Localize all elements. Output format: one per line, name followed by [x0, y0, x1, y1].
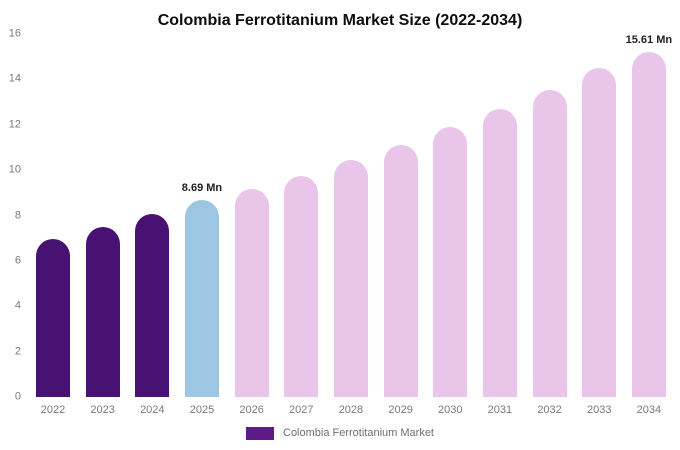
- bar-column: [36, 34, 70, 397]
- x-tick-label: 2032: [537, 404, 562, 416]
- x-tick-label: 2025: [189, 404, 215, 416]
- chart-title: Colombia Ferrotitanium Market Size (2022…: [157, 12, 523, 29]
- y-tick-label: 0: [14, 390, 21, 403]
- bar: [234, 189, 269, 397]
- bar: [631, 52, 666, 397]
- plot-area: 8.69 Mn 15.61 Mn: [28, 34, 674, 397]
- x-tick-label: 2027: [289, 404, 314, 416]
- y-tick-label: 8: [14, 209, 21, 221]
- bar: [184, 199, 219, 397]
- x-tick-label: 2024: [140, 404, 165, 416]
- y-tick-label: 10: [8, 163, 21, 176]
- bar-column: [135, 34, 170, 397]
- bar-column: 8.69 Mn: [181, 34, 223, 397]
- x-tick-label: 2026: [239, 404, 264, 416]
- plot-row: 0 2 4 6 8 10 12 14 16 8.69 Mn 15.61 Mn: [0, 28, 674, 402]
- x-axis: 2022 2023 2024 2025 2026 2027 2028 2029 2030 2031…: [28, 404, 674, 416]
- bar-column: [234, 34, 269, 397]
- bar: [135, 214, 170, 397]
- legend: Colombia Ferrotitanium Market: [0, 416, 680, 450]
- bar: [433, 127, 468, 397]
- bar-column: [482, 34, 517, 397]
- y-tick-label: 14: [8, 72, 21, 85]
- bar: [532, 89, 567, 397]
- legend-label: Colombia Ferrotitanium Market: [283, 427, 434, 439]
- bar-column: [433, 34, 468, 397]
- x-tick-label: 2031: [487, 404, 513, 416]
- bar-column: [333, 34, 368, 397]
- bar: [333, 159, 368, 397]
- y-axis: 0 2 4 6 8 10 12 14 16: [0, 28, 28, 402]
- bar-column: [532, 34, 567, 397]
- x-tick-label: 2028: [338, 404, 364, 416]
- bars: 8.69 Mn 15.61 Mn: [28, 34, 674, 397]
- bar: [284, 175, 319, 397]
- y-tick-label: 2: [14, 345, 21, 358]
- bar: [383, 145, 418, 397]
- bar-column: [582, 34, 617, 397]
- bar-value-label: 8.69 Mn: [181, 181, 223, 194]
- y-tick-label: 12: [8, 118, 21, 131]
- x-tick-label: 2022: [40, 404, 66, 416]
- bar: [85, 226, 120, 397]
- x-tick-label: 2023: [90, 404, 115, 416]
- x-tick-label: 2033: [586, 404, 612, 416]
- bar: [482, 108, 517, 397]
- bar-value-label: 15.61 Mn: [625, 34, 673, 46]
- y-tick-label: 16: [8, 27, 21, 40]
- bar-column: [85, 34, 120, 397]
- bar-column: [383, 34, 418, 397]
- bar-chart: 0 2 4 6 8 10 12 14 16 8.69 Mn 15.61 Mn 2022 2023 20…: [0, 28, 680, 416]
- y-tick-label: 6: [14, 254, 21, 267]
- x-tick-label: 2029: [388, 404, 413, 416]
- bar-column: [284, 34, 319, 397]
- x-tick-label: 2030: [438, 404, 463, 416]
- bar: [582, 68, 617, 397]
- bar-column: 15.61 Mn: [626, 34, 672, 397]
- x-tick-label: 2034: [636, 404, 662, 416]
- y-tick-label: 4: [14, 299, 21, 312]
- bar: [36, 239, 70, 397]
- legend-swatch: [246, 426, 274, 440]
